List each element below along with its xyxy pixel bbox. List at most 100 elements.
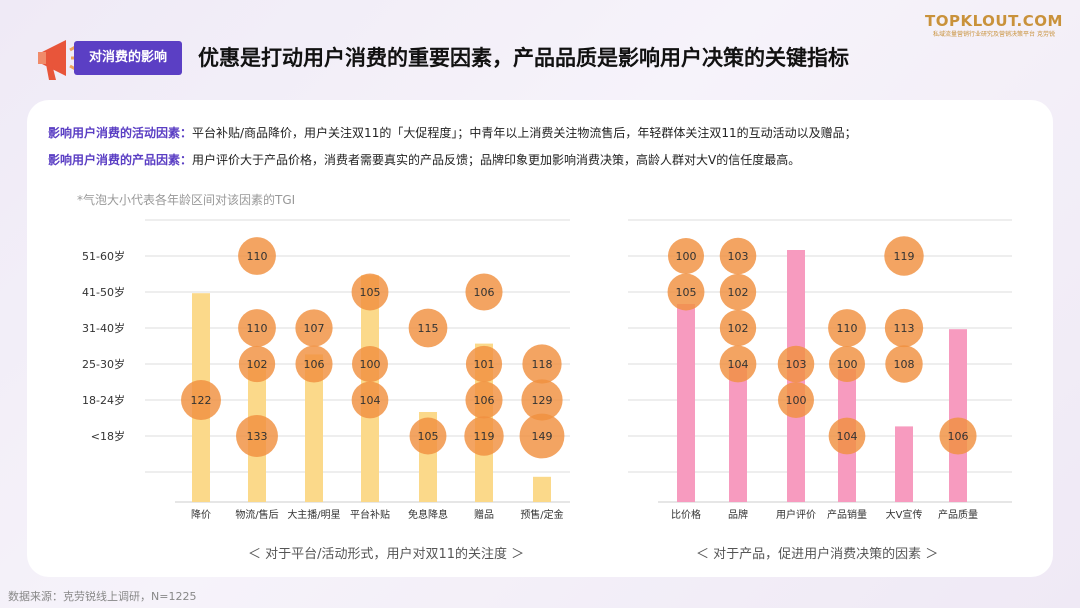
tgi-value-label: 119 (474, 430, 495, 443)
tgi-value-label: 129 (532, 394, 553, 407)
right-chart-caption: ＜ 对于产品，促进用户消费决策的因素 ＞ (696, 547, 939, 562)
tgi-value-label: 103 (786, 358, 807, 371)
tgi-value-label: 102 (247, 358, 268, 371)
tgi-value-label: 110 (837, 322, 858, 335)
tgi-bubble (295, 345, 333, 383)
tgi-bubble (408, 308, 448, 348)
tgi-value-label: 104 (837, 430, 858, 443)
tgi-bubble (719, 345, 757, 383)
x-tick-label: 大主播/明星 (287, 508, 340, 521)
tgi-value-label: 101 (474, 358, 495, 371)
x-tick-label: 平台补贴 (350, 508, 390, 521)
x-tick-label: 品牌 (728, 508, 748, 521)
activity-factor-line: 影响用户消费的活动因素：平台补贴/商品降价，用户关注双11的「大促程度」；中青年… (48, 124, 857, 142)
tgi-bubble (519, 413, 565, 459)
tgi-bubble (465, 273, 503, 311)
tgi-value-label: 106 (304, 358, 325, 371)
x-tick-label: 产品质量 (938, 508, 978, 521)
activity-factor-label: 影响用户消费的活动因素： (48, 126, 193, 140)
tgi-bubble (667, 273, 705, 311)
tgi-bubble (238, 309, 276, 347)
activity-factor-text: 平台补贴/商品降价，用户关注双11的「大促程度」；中青年以上消费关注物流售后，年… (192, 126, 857, 140)
tgi-value-label: 107 (304, 322, 325, 335)
product-factor-label: 影响用户消费的产品因素： (48, 153, 193, 167)
y-tick-label: 41-50岁 (82, 285, 125, 299)
brand-name: TOPKLOUT.COM (925, 12, 1063, 30)
tgi-value-label: 102 (728, 322, 749, 335)
tgi-bubble (465, 381, 503, 419)
tgi-bubble (352, 346, 388, 382)
tgi-bubble (236, 415, 278, 457)
tgi-value-label: 108 (894, 358, 915, 371)
tgi-value-label: 100 (786, 394, 807, 407)
tgi-bubble (409, 417, 447, 455)
tgi-value-label: 100 (360, 358, 381, 371)
data-source: 数据来源：克劳锐线上调研，N=1225 (8, 590, 197, 603)
tgi-value-label: 106 (474, 394, 495, 407)
tgi-bubble (464, 416, 504, 456)
section-tag: 对消费的影响 (74, 41, 182, 75)
product-factor-text: 用户评价大于产品价格，消费者需要真实的产品反馈；品牌印象更加影响消费决策，高龄人… (192, 153, 801, 167)
product-factor-line: 影响用户消费的产品因素：用户评价大于产品价格，消费者需要真实的产品反馈；品牌印象… (48, 151, 800, 169)
tgi-value-label: 105 (360, 286, 381, 299)
tgi-bubble (521, 379, 563, 421)
y-tick-label: 31-40岁 (82, 321, 125, 335)
tgi-value-label: 105 (418, 430, 439, 443)
tgi-value-label: 110 (247, 322, 268, 335)
right-bar (895, 426, 913, 502)
tgi-value-label: 122 (191, 394, 212, 407)
page-title: 优惠是打动用户消费的重要因素，产品品质是影响用户决策的关键指标 (198, 46, 849, 70)
tgi-value-label: 133 (247, 430, 268, 443)
right-bar (677, 304, 695, 502)
x-tick-label: 比价格 (671, 508, 701, 521)
tgi-bubble (828, 309, 866, 347)
left-bar (305, 354, 323, 502)
x-tick-label: 用户评价 (776, 508, 816, 521)
tgi-value-label: 106 (948, 430, 969, 443)
x-tick-label: 赠品 (474, 508, 494, 521)
x-tick-label: 预售/定金 (520, 508, 563, 521)
x-tick-label: 物流/售后 (235, 508, 278, 521)
tgi-bubble (351, 273, 389, 311)
x-tick-label: 免息降息 (408, 508, 448, 521)
tgi-bubble (884, 308, 924, 348)
tgi-bubble (668, 238, 704, 274)
x-tick-label: 产品销量 (827, 508, 867, 521)
y-tick-label: 51-60岁 (82, 249, 125, 263)
right-bar (949, 329, 967, 502)
tgi-value-label: 100 (676, 250, 697, 263)
tgi-bubble (181, 380, 221, 420)
tgi-value-label: 110 (247, 250, 268, 263)
bubble-size-note: *气泡大小代表各年龄区间对该因素的TGI (77, 193, 296, 207)
x-tick-label: 大V宣传 (886, 508, 923, 521)
tgi-bubble (295, 309, 333, 347)
tgi-bubble (884, 236, 924, 276)
tgi-bubble (939, 417, 977, 455)
brand-logo: TOPKLOUT.COM 私域流量营销行业研究及营销决策平台 克劳锐 (924, 12, 1064, 39)
tgi-value-label: 115 (418, 322, 439, 335)
tgi-value-label: 113 (894, 322, 915, 335)
left-chart-caption: ＜ 对于平台/活动形式，用户对双11的关注度 ＞ (248, 547, 525, 562)
tgi-bubble (885, 345, 923, 383)
tgi-bubble (828, 417, 866, 455)
y-tick-label: 18-24岁 (82, 393, 125, 407)
tgi-value-label: 105 (676, 286, 697, 299)
tgi-bubble (777, 345, 815, 383)
y-tick-label: <18岁 (91, 429, 125, 443)
tgi-bubble (719, 309, 757, 347)
tgi-bubble (778, 382, 814, 418)
brand-subtitle: 私域流量营销行业研究及营销决策平台 克劳锐 (933, 31, 1055, 38)
left-bar (533, 476, 551, 502)
tgi-value-label: 103 (728, 250, 749, 263)
tgi-value-label: 104 (728, 358, 749, 371)
tgi-value-label: 100 (837, 358, 858, 371)
tgi-value-label: 106 (474, 286, 495, 299)
tgi-bubble (719, 237, 757, 275)
tgi-bubble (351, 381, 389, 419)
tgi-value-label: 104 (360, 394, 381, 407)
tgi-bubble (238, 345, 276, 383)
tgi-value-label: 149 (532, 430, 553, 443)
tgi-bubble (829, 346, 865, 382)
tgi-value-label: 118 (532, 358, 553, 371)
